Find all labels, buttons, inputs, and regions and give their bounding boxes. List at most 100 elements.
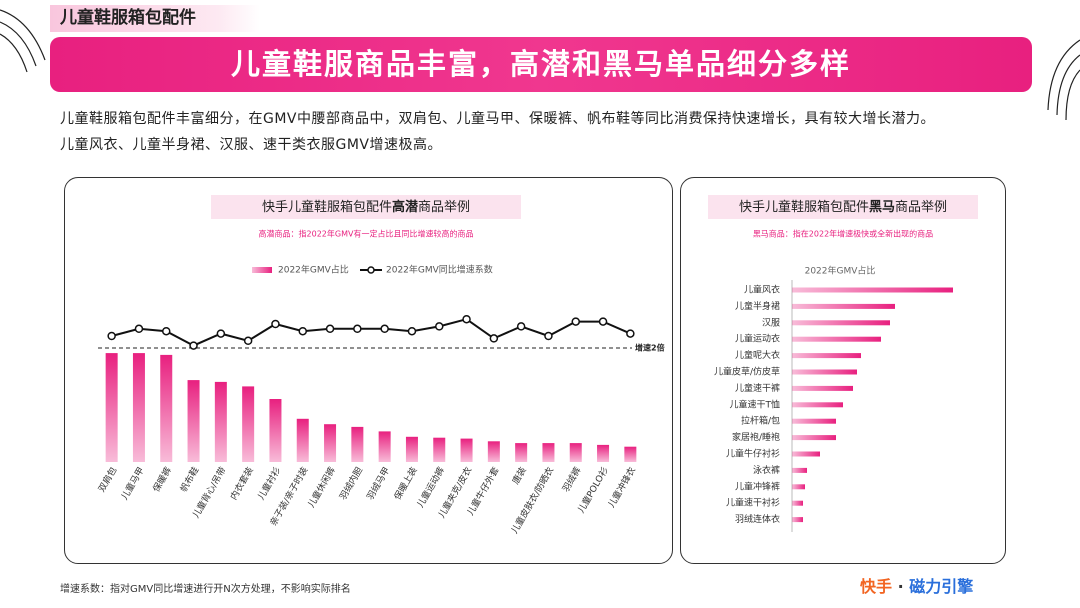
line-marker [462,314,471,324]
bar [597,444,610,462]
legend-label: 2022年GMV占比 [805,265,876,277]
line-marker [298,326,307,336]
y-tick-label: 拉杆箱/包 [741,415,780,427]
bar [187,380,200,462]
bar [792,336,881,342]
bar [792,402,843,408]
bar [269,399,282,462]
logo: 快手 · 磁力引擎 [860,573,973,597]
bar [542,443,555,462]
title-part: 商品举例 [418,200,470,215]
line-marker [598,317,608,326]
bar [792,435,836,441]
line-marker [107,331,116,341]
legend-swatch [252,267,272,273]
paragraph-line: 儿童鞋服箱包配件丰富细分，在GMV中腰部商品中，双肩包、儿童马甲、保暖裤、帆布鞋… [60,111,936,127]
line-marker [162,326,171,336]
x-tick-label: 唐装 [510,465,529,487]
y-tick-label: 儿童冲锋裤 [735,480,780,492]
line [111,318,631,347]
title-part: 快手儿童鞋服箱包配件 [262,199,392,215]
x-tick-label: 保暖裤 [150,465,174,494]
line-marker [380,324,389,334]
title-part: 快手儿童鞋服箱包配件 [739,199,869,215]
y-tick-label: 泳衣裤 [753,464,780,476]
y-tick-label: 儿童风衣 [744,284,780,296]
bar [132,353,145,462]
bar [378,431,391,462]
bar [324,424,337,462]
y-tick-label: 儿童呢大衣 [735,349,780,361]
title-band [708,195,978,219]
line-marker [571,317,580,326]
bar [792,451,820,457]
bar [792,418,836,424]
line-marker [435,322,444,331]
bar [792,320,890,326]
x-tick-label: 羽绒内胆 [337,465,365,502]
y-tick-label: 羽绒连体衣 [735,513,780,525]
headline: 儿童鞋服商品丰富，高潜和黑马单品细分多样 [50,37,1032,92]
bar [296,418,309,462]
paragraph-line: 儿童风衣、儿童半身裙、汉服、速干类衣服GMV增速极高。 [60,137,443,153]
line-marker [353,324,362,334]
section-tag: 儿童鞋服箱包配件 [50,5,260,32]
line-marker [626,329,635,338]
chart-subtitle: 高潜商品：指2022年GMV有一定占比且同比增速较高的商品 [259,229,474,239]
bar [351,426,364,462]
x-tick-label: 双肩包 [96,465,120,494]
bar [214,381,227,462]
x-tick-label: 儿童马甲 [118,465,146,502]
bar [792,353,861,359]
bar [792,385,853,391]
logo-text: 快手 [860,577,893,596]
footnote: 增速系数：指对GMV同比增速进行开N次方处理，不影响实际排名 [60,584,351,595]
x-tick-label: 儿童衬衫 [255,465,283,502]
reference-label: 增速2倍 [635,343,665,353]
x-tick-label: 帆布鞋 [177,465,201,494]
line-marker [489,334,499,343]
bar [792,303,895,309]
bar [792,467,807,473]
legend-label: 2022年GMV同比增速系数 [386,264,493,276]
logo-text: · [897,577,904,596]
logo-text: 磁力引擎 [909,577,974,596]
title-part: 黑马 [869,200,895,215]
y-tick-label: 汉服 [762,317,780,328]
bar [792,369,857,375]
legend-marker [367,266,375,274]
chart-title: 快手儿童鞋服箱包配件黑马商品举例 [739,199,947,215]
line-marker [325,324,335,334]
line-marker [189,341,198,350]
y-tick-label: 儿童速干裤 [735,382,780,394]
bar [792,484,805,490]
panel [64,177,673,564]
line-marker [243,336,253,346]
y-tick-label: 儿童牛仔衬衫 [726,448,780,460]
bar [242,386,255,462]
y-tick-label: 儿童运动衣 [735,333,780,345]
x-tick-label: 羽绒裤 [560,465,584,494]
y-tick-label: 儿童速干T恤 [730,398,781,410]
line-marker [407,326,417,336]
title-part: 商品举例 [895,200,947,215]
bar [515,443,528,462]
bar [792,500,803,506]
bar [569,443,582,462]
panel [680,177,1006,564]
y-tick-label: 儿童速干衬衫 [726,497,780,509]
chart-subtitle: 黑马商品：指在2022年增速极快或全新出现的商品 [753,229,933,239]
y-tick-label: 儿童皮草/仿皮草 [714,366,780,378]
y-tick-label: 儿童半身裙 [735,300,780,312]
bar [792,287,953,293]
bar [624,446,637,462]
chart-title: 快手儿童鞋服箱包配件高潜商品举例 [262,199,470,215]
x-tick-label: 羽绒马甲 [364,465,392,502]
bar [460,438,473,462]
x-tick-label: 内衣套装 [228,465,256,502]
x-tick-label: 保暖上装 [391,465,419,502]
legend-label: 2022年GMV占比 [278,264,349,276]
